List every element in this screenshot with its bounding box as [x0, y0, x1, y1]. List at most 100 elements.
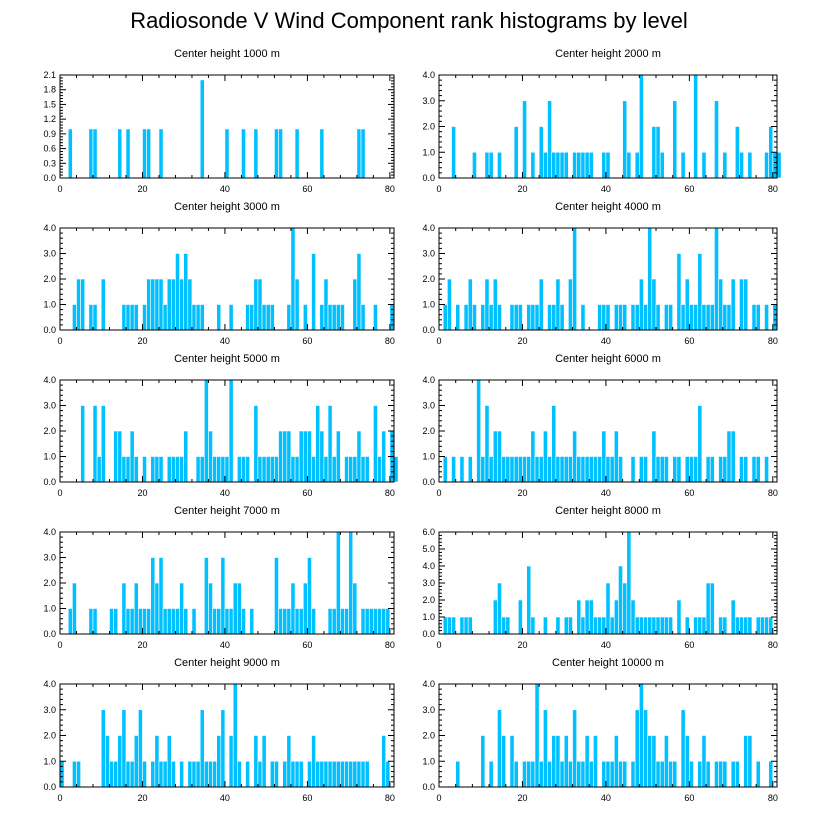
histogram-bar — [563, 151, 569, 179]
histogram-bar — [364, 456, 370, 483]
histogram-bar — [543, 709, 548, 788]
histogram-bar — [175, 253, 180, 331]
histogram-bar — [121, 709, 127, 788]
histogram-bar — [125, 304, 131, 331]
histogram-bar — [249, 304, 255, 331]
histogram-bar — [265, 304, 271, 331]
histogram-bar — [216, 608, 222, 635]
histogram-bar — [655, 456, 661, 483]
x-tick-label: 20 — [137, 793, 147, 803]
histogram-bar — [109, 608, 114, 635]
histogram-bar — [597, 456, 603, 483]
histogram-bar — [718, 616, 724, 635]
histogram-bar — [755, 616, 761, 635]
histogram-bar — [142, 456, 147, 483]
histogram-bar — [680, 304, 686, 331]
histogram-bar — [381, 430, 387, 483]
histogram-bar — [705, 304, 711, 331]
x-tick-label: 40 — [220, 184, 230, 194]
histogram-bar — [701, 616, 707, 635]
histogram-bar — [755, 304, 761, 331]
histogram-bar — [319, 304, 325, 331]
histogram-bar — [278, 128, 283, 179]
histogram-bar — [668, 304, 673, 331]
histogram-bar — [286, 608, 292, 635]
histogram-bar — [237, 456, 242, 483]
histogram-bar — [684, 616, 690, 635]
histogram-bar — [584, 735, 590, 788]
histogram-bar — [179, 582, 185, 635]
histogram-bar — [199, 79, 205, 179]
histogram-bar — [187, 760, 193, 788]
histogram-bar — [605, 760, 611, 788]
histogram-bar — [743, 616, 749, 635]
y-tick-label: 4.0 — [43, 375, 56, 385]
histogram-bar — [547, 760, 552, 788]
histogram-bar — [643, 616, 648, 635]
x-tick-label: 80 — [385, 488, 395, 498]
y-tick-label: 0.0 — [43, 173, 56, 183]
histogram-bar — [344, 760, 349, 788]
histogram-bar — [224, 456, 230, 483]
histogram-bar — [311, 735, 316, 788]
histogram-bar — [488, 760, 494, 788]
y-tick-label: 3.0 — [422, 401, 435, 411]
histogram-bar — [568, 456, 573, 483]
histogram-bar — [739, 616, 744, 635]
histogram-bar — [551, 735, 557, 788]
histogram-bar — [331, 304, 337, 331]
histogram-bar — [319, 760, 325, 788]
histogram-bar — [171, 456, 176, 483]
x-tick-label: 80 — [768, 793, 778, 803]
histogram-bar — [538, 278, 544, 331]
histogram-bar — [121, 304, 127, 331]
histogram-bar — [718, 278, 724, 331]
histogram-bar — [212, 456, 217, 483]
histogram-bar — [555, 278, 561, 331]
histogram-bar — [697, 760, 703, 788]
histogram-bar — [261, 735, 267, 788]
histogram-bar — [298, 760, 304, 788]
histogram-bar — [335, 304, 341, 331]
histogram-bar — [129, 760, 135, 788]
histogram-bar — [563, 616, 569, 635]
histogram-bar — [497, 582, 502, 635]
histogram-bar — [220, 456, 226, 483]
histogram-bar — [302, 304, 308, 331]
histogram-bar — [175, 456, 180, 483]
panel-title: Center height 5000 m — [174, 353, 280, 365]
histogram-bar — [241, 128, 246, 179]
histogram-bar — [113, 430, 119, 483]
histogram-bar — [709, 304, 715, 331]
x-tick-label: 20 — [137, 336, 147, 346]
histogram-bar — [204, 379, 209, 483]
histogram-bar — [315, 760, 321, 788]
histogram-bar — [175, 608, 180, 635]
histogram-bar — [191, 760, 197, 788]
histogram-bar — [348, 531, 354, 635]
panel-title: Center height 8000 m — [555, 505, 661, 517]
histogram-bar — [538, 126, 544, 179]
x-tick-label: 0 — [57, 336, 62, 346]
histogram-bar — [294, 278, 300, 331]
x-tick-label: 60 — [684, 793, 694, 803]
histogram-bar — [613, 735, 619, 788]
histogram-bar — [709, 582, 715, 635]
histogram-bar — [307, 430, 312, 483]
histogram-bar — [142, 304, 147, 331]
y-tick-label: 2.0 — [43, 426, 56, 436]
histogram-bar — [547, 100, 552, 179]
histogram-bar — [659, 456, 665, 483]
histogram-bar — [568, 278, 573, 331]
histogram-bar — [455, 304, 461, 331]
histogram-bar — [693, 456, 699, 483]
histogram-bar — [257, 760, 263, 788]
y-tick-label: 4.0 — [422, 679, 435, 689]
histogram-bar — [373, 608, 378, 635]
histogram-bar — [551, 304, 557, 331]
histogram-bar — [204, 557, 209, 635]
histogram-bar — [501, 616, 507, 635]
histogram-bar — [245, 304, 250, 331]
histogram-bar — [492, 278, 498, 331]
